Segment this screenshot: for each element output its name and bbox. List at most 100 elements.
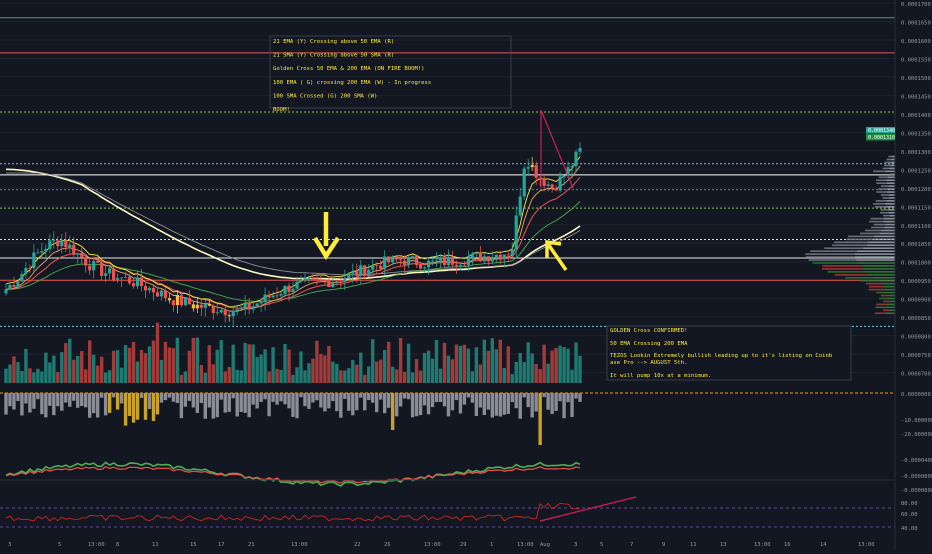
candle — [64, 240, 68, 248]
profile-bar — [875, 200, 887, 202]
candle — [299, 280, 303, 282]
volume-bar — [526, 342, 530, 383]
histogram-bar — [394, 393, 399, 417]
histogram-bar — [550, 393, 554, 414]
candle — [32, 252, 36, 269]
histogram-bar — [406, 393, 411, 400]
candle — [131, 283, 136, 287]
candle — [438, 257, 443, 261]
profile-bar — [864, 271, 895, 273]
histogram-bar — [56, 393, 60, 407]
histogram-bar — [299, 393, 303, 398]
histogram-bar — [319, 393, 323, 408]
x-tick-label: 5 — [58, 542, 61, 548]
volume-bar — [518, 352, 522, 383]
profile-bar — [827, 271, 865, 273]
volume-bar — [243, 342, 247, 383]
histogram-bar — [88, 393, 92, 418]
volume-bar — [522, 362, 526, 383]
volume-bar — [414, 359, 419, 383]
candle — [227, 315, 231, 317]
histogram-bar — [251, 393, 255, 405]
volume-bar — [418, 370, 423, 383]
histogram-bar — [267, 393, 271, 417]
volume-bar — [88, 340, 92, 383]
x-tick-label: 22 — [354, 542, 361, 548]
histogram-bar — [231, 393, 235, 399]
osc1-tick: -10.0000000 — [901, 418, 932, 424]
volume-bar — [139, 349, 144, 383]
osc2-slow — [5, 466, 581, 484]
histogram-bar — [538, 393, 542, 445]
volume-bar — [446, 355, 451, 383]
x-tick-label: 3 — [8, 542, 11, 548]
volume-bar — [574, 342, 578, 383]
candle — [271, 295, 275, 298]
histogram-bar — [562, 393, 566, 419]
candle — [259, 301, 263, 304]
y-tick-label: 0.0001200 — [901, 187, 931, 193]
x-tick-label: 13:00 — [754, 542, 771, 548]
volume-bar — [398, 338, 403, 383]
candle — [68, 244, 72, 248]
candle — [486, 256, 490, 262]
histogram-bar — [542, 393, 546, 398]
x-tick-label: 9 — [662, 542, 665, 548]
candle — [307, 278, 311, 279]
y-tick-label: 0.0001600 — [901, 39, 931, 45]
ema200-line — [5, 168, 581, 280]
profile-bar — [890, 164, 895, 167]
oscillator-histogram — [0, 392, 895, 445]
profile-bar — [856, 250, 895, 252]
volume-bar — [478, 364, 483, 383]
profile-bar — [884, 164, 891, 167]
profile-bar — [822, 265, 863, 267]
candle — [450, 256, 455, 265]
histogram-bar — [279, 393, 283, 402]
volume-bar — [16, 362, 20, 383]
volume-bar — [570, 369, 574, 383]
volume-bar — [223, 371, 227, 383]
volume-bar — [335, 363, 339, 383]
candle — [391, 256, 395, 263]
candle — [418, 264, 423, 269]
candle — [175, 295, 179, 306]
profile-bar — [860, 279, 880, 282]
histogram-bar — [99, 393, 104, 398]
profile-bar — [880, 185, 889, 187]
histogram-bar — [462, 393, 467, 405]
annotation-line: ase Pro --> AUGUST 5th. — [610, 360, 687, 366]
histogram-bar — [155, 393, 160, 415]
candle — [458, 264, 463, 266]
candle — [494, 254, 498, 258]
candle — [339, 281, 343, 283]
histogram-bar — [239, 393, 243, 412]
profile-bar — [863, 247, 895, 250]
histogram-bar — [414, 393, 419, 417]
profile-bar — [883, 220, 895, 223]
candle — [530, 164, 534, 168]
histogram-bar — [135, 393, 140, 420]
histogram-bar — [211, 393, 215, 419]
histogram-bar — [139, 393, 144, 399]
candle — [183, 297, 187, 306]
profile-bar — [888, 208, 895, 211]
profile-bar — [832, 244, 867, 247]
volume-bar — [271, 347, 275, 383]
profile-bar — [886, 306, 895, 309]
horizontal-levels — [0, 17, 895, 327]
volume-bar — [394, 369, 399, 383]
candle — [275, 295, 279, 297]
histogram-bar — [335, 393, 339, 412]
candle — [211, 305, 215, 313]
profile-bar — [875, 179, 887, 182]
histogram-bar — [20, 393, 24, 416]
profile-bar — [834, 241, 868, 244]
candle — [116, 278, 120, 280]
candle — [179, 295, 183, 306]
histogram-bar — [16, 393, 20, 402]
histogram-bar — [470, 393, 475, 403]
volume-bar — [279, 369, 283, 383]
volume-bar — [251, 344, 255, 383]
x-tick-label: 15 — [190, 542, 197, 548]
